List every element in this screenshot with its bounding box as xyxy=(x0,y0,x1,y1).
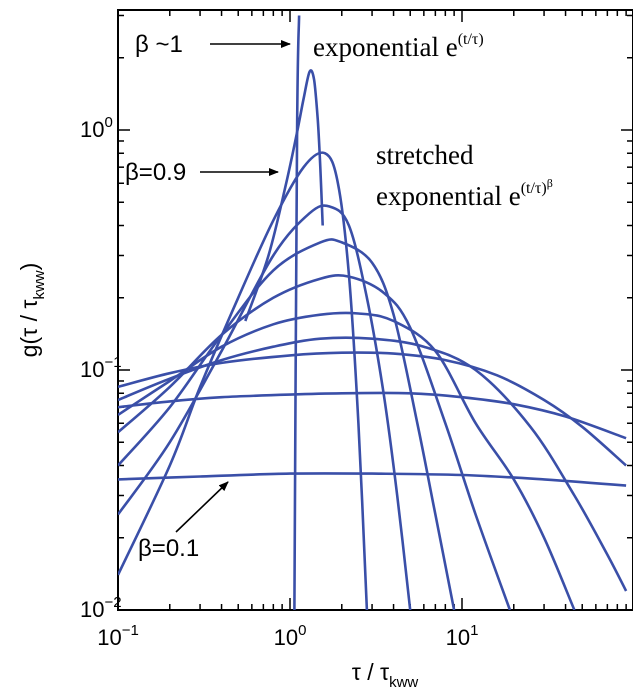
x-tick-label-2: 101 xyxy=(446,622,479,650)
beta-one-label: β ~1 xyxy=(135,31,183,58)
series-line-8 xyxy=(118,351,627,467)
y-tick-label-0: 10−2 xyxy=(80,594,122,622)
beta-01-arrow xyxy=(175,481,229,533)
series-line-9 xyxy=(118,391,627,440)
series-line-4 xyxy=(118,238,456,610)
exponential-label: exponential e(t/τ) xyxy=(313,31,484,62)
series-line-10 xyxy=(118,472,627,487)
stretched-label-line2: exponential e(t/τ)β xyxy=(376,176,553,211)
curves xyxy=(118,15,628,610)
axis-ticks xyxy=(117,10,633,611)
y-tick-label-1: 10−1 xyxy=(80,354,122,382)
beta-01-label: β=0.1 xyxy=(138,535,199,562)
stretched-label-line1: stretched xyxy=(376,140,474,170)
series-line-6 xyxy=(118,311,576,610)
x-axis-label: τ / τkww xyxy=(352,659,419,691)
series-line-3 xyxy=(118,204,412,610)
x-tick-labels: 10−1 100 101 xyxy=(97,622,478,650)
x-tick-label-1: 100 xyxy=(274,622,307,650)
beta-09-label: β=0.9 xyxy=(125,159,186,186)
x-tick-label-0: 10−1 xyxy=(97,622,139,650)
y-tick-label-2: 100 xyxy=(80,114,113,142)
series-line-1 xyxy=(244,69,324,322)
y-axis-label: g(τ / τkww) xyxy=(16,263,48,358)
series-line-2 xyxy=(118,151,369,610)
plot-frame xyxy=(117,9,633,611)
series-line-0 xyxy=(293,15,301,610)
series-line-7 xyxy=(118,336,628,592)
y-tick-labels: 10−2 10−1 100 xyxy=(80,114,122,622)
